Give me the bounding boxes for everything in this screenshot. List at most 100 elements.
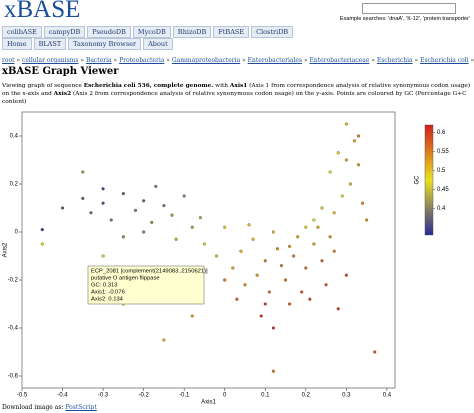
point: [251, 237, 255, 241]
colorbar-tick-label: 0.4: [437, 206, 446, 212]
db-tab[interactable]: campyDB: [43, 26, 86, 38]
search-example: Example searches: 'dnaA', 'K-12', 'prote…: [339, 16, 470, 22]
db-tab[interactable]: colibASE: [2, 26, 42, 38]
x-tick-label: -0.2: [138, 393, 149, 399]
breadcrumb-item[interactable]: Enterobacteriaceae: [309, 57, 370, 64]
point: [101, 254, 105, 258]
footer: Download image as: PostScript: [2, 404, 97, 411]
point: [142, 199, 146, 203]
footer-label: Download image as:: [2, 404, 64, 411]
point: [40, 228, 44, 232]
point: [340, 194, 344, 198]
tooltip-line: ECP_2081 [complement(2149083..2150621)]: [91, 269, 208, 275]
point: [259, 314, 263, 318]
nav-link[interactable]: Home: [2, 38, 32, 50]
breadcrumb-item[interactable]: Bacteria: [85, 57, 112, 64]
download-link[interactable]: PostScript: [65, 404, 97, 411]
point: [121, 235, 125, 239]
point: [308, 297, 312, 301]
point: [101, 201, 105, 205]
y-tick-label: -0.4: [8, 326, 19, 332]
point: [344, 158, 348, 162]
point: [288, 244, 292, 248]
point: [279, 264, 284, 268]
x-tick-label: -0.1: [179, 393, 190, 399]
x-tick-label: 0.1: [261, 393, 270, 399]
colorbar-label: GC: [415, 175, 421, 185]
description-part: Axis2: [53, 91, 72, 97]
breadcrumb-item[interactable]: Escherichia: [376, 57, 413, 64]
x-tick-label: 0.2: [302, 393, 311, 399]
point: [255, 273, 259, 277]
point: [312, 218, 316, 222]
y-tick-label: 0.4: [10, 134, 19, 140]
colorbar-tick-label: 0.55: [437, 149, 449, 155]
point: [223, 225, 227, 229]
description-part: (Axis 2 from correspondence analysis of …: [2, 91, 467, 105]
x-axis-label: Axis1: [201, 400, 216, 406]
x-tick-label: 0: [223, 393, 227, 399]
description-part: with: [213, 83, 230, 89]
point: [365, 218, 369, 222]
point: [332, 211, 336, 215]
breadcrumb-item[interactable]: root: [2, 57, 15, 64]
database-tabs: colibASE campyDB PseudoDB MycoDB RhizoDB FtBA…: [2, 26, 294, 38]
point: [304, 266, 308, 270]
search-box[interactable]: [362, 3, 456, 14]
point: [202, 242, 206, 246]
breadcrumb-item[interactable]: Enterobacteriales: [247, 57, 302, 64]
point: [361, 201, 365, 205]
point: [328, 170, 332, 174]
point: [271, 326, 275, 330]
x-tick-label: 0.3: [342, 393, 351, 399]
db-tab[interactable]: MycoDB: [132, 26, 171, 38]
point: [142, 230, 146, 234]
x-tick-label: -0.3: [98, 393, 109, 399]
point: [267, 290, 271, 294]
breadcrumb-item[interactable]: Escherichia coli: [420, 57, 469, 64]
description-part: Axis1: [229, 83, 248, 89]
point: [336, 307, 340, 311]
breadcrumb-item[interactable]: Gammaproteobacteria: [171, 57, 241, 64]
page-title: xBASE Graph Viewer: [2, 66, 119, 77]
x-tick-label: -0.5: [17, 393, 28, 399]
nav-link[interactable]: Taxonomy Browser: [68, 38, 142, 50]
point: [356, 163, 361, 167]
point: [332, 249, 336, 253]
point: [316, 225, 320, 229]
nav-link[interactable]: About: [143, 38, 173, 50]
point: [81, 170, 85, 174]
tooltip-line: Axis2: 0.134: [91, 297, 124, 303]
point: [344, 273, 348, 277]
point: [275, 247, 279, 251]
db-tab[interactable]: PseudoDB: [87, 26, 131, 38]
point: [373, 350, 377, 354]
point: [121, 192, 125, 196]
y-axis-label: Axis2: [3, 242, 9, 257]
tooltip-box: [87, 265, 205, 305]
point: [300, 290, 304, 294]
logo[interactable]: xBASE: [4, 0, 81, 23]
breadcrumb-item[interactable]: Proteobacteria: [119, 57, 165, 64]
point: [235, 297, 239, 301]
point: [81, 196, 85, 200]
db-tab[interactable]: RhizoDB: [172, 26, 212, 38]
point: [292, 254, 296, 258]
breadcrumb-item[interactable]: cellular organisms: [22, 57, 79, 64]
plot-frame: [21, 111, 396, 389]
point: [356, 134, 361, 138]
point: [263, 302, 267, 306]
point: [320, 206, 324, 210]
y-tick-label: -0.6: [8, 374, 19, 380]
db-tab[interactable]: ClostriDB: [251, 26, 294, 38]
db-tab[interactable]: FtBASE: [213, 26, 250, 38]
description-part: Viewing graph of sequence: [2, 83, 84, 89]
point: [336, 151, 340, 155]
point: [198, 216, 202, 220]
point: [150, 220, 154, 224]
nav-link[interactable]: BLAST: [33, 38, 67, 50]
nav-links: Home BLAST Taxonomy Browser About: [2, 38, 173, 50]
y-tick-label: 0: [15, 230, 19, 236]
